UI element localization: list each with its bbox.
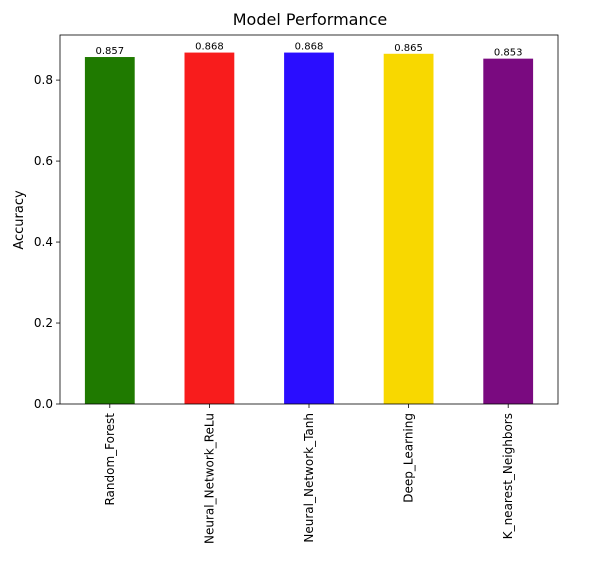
y-tick-label: 0.4 <box>34 235 53 249</box>
bar-neural-network-relu <box>184 52 235 404</box>
y-tick-label: 0.8 <box>34 73 53 87</box>
x-tick-label: Neural_Network_ReLu <box>202 413 216 544</box>
x-tick-label: K_nearest_Neighbors <box>501 413 515 539</box>
x-tick-label: Deep_Learning <box>402 413 416 503</box>
bar-neural-network-tanh <box>284 52 334 404</box>
data-label: 0.857 <box>95 46 124 57</box>
data-label: 0.868 <box>295 42 324 53</box>
data-label: 0.868 <box>195 42 224 53</box>
y-axis-label: Accuracy <box>12 190 27 250</box>
axes-frame <box>59 34 559 405</box>
x-tick-label: Random_Forest <box>103 413 117 506</box>
chart-title: Model Performance <box>233 10 388 29</box>
bar-k-nearest-neighbors <box>483 58 534 405</box>
x-tick-label: Neural_Network_Tanh <box>302 413 316 543</box>
plot-area: 0.857 Random_Forest 0.868 Neural_Network_Re… <box>34 34 559 544</box>
bar-random-forest <box>84 57 135 404</box>
bar-deep-learning <box>383 53 434 405</box>
y-tick-label: 0.2 <box>34 316 53 330</box>
y-tick-label: 0.0 <box>34 397 53 411</box>
data-label: 0.865 <box>394 43 423 54</box>
y-tick-label: 0.6 <box>34 154 53 168</box>
data-label: 0.853 <box>494 48 523 59</box>
